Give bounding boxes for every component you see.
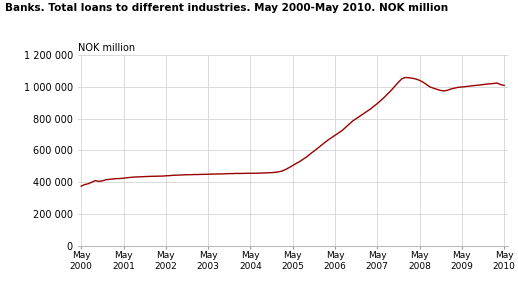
Text: NOK million: NOK million [78,43,135,53]
Text: Banks. Total loans to different industries. May 2000-May 2010. NOK million: Banks. Total loans to different industri… [5,3,448,13]
